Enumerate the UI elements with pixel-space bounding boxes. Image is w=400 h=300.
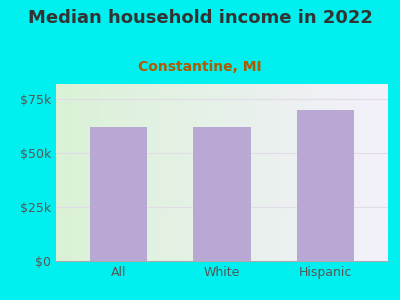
- Bar: [297, 110, 354, 261]
- Text: Median household income in 2022: Median household income in 2022: [28, 9, 372, 27]
- Bar: [90, 127, 147, 261]
- Text: Constantine, MI: Constantine, MI: [138, 60, 262, 74]
- Bar: [194, 127, 250, 261]
